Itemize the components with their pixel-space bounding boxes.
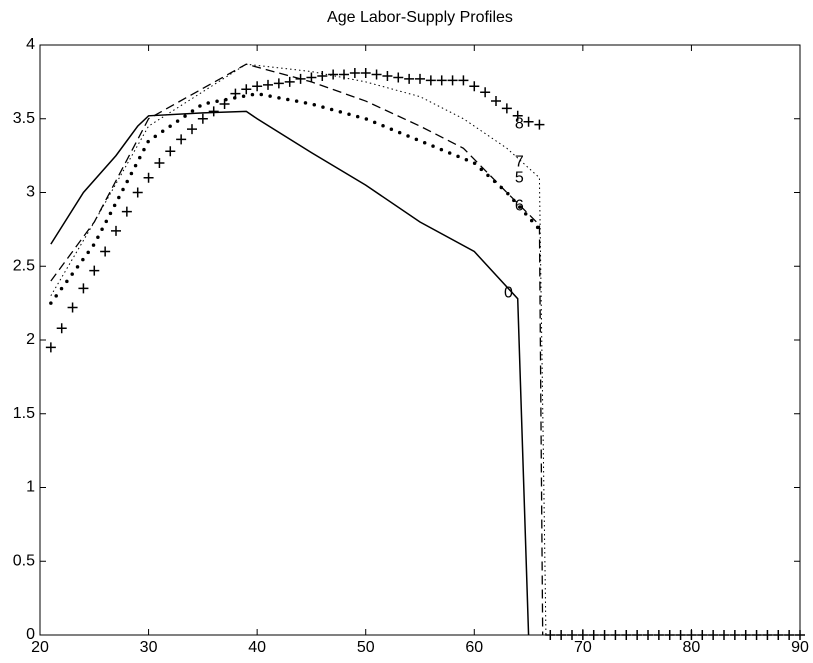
plus-marker bbox=[176, 134, 187, 145]
plus-marker bbox=[197, 113, 208, 124]
plus-marker bbox=[697, 630, 708, 640]
y-tick-label: 1 bbox=[26, 479, 35, 496]
plus-marker bbox=[208, 106, 219, 117]
plus-marker bbox=[751, 630, 762, 640]
plus-marker bbox=[686, 630, 697, 640]
series-label: 8 bbox=[515, 116, 524, 133]
plus-marker bbox=[795, 630, 805, 640]
plus-marker bbox=[317, 70, 328, 81]
plus-marker bbox=[501, 103, 512, 114]
y-tick-label: 3 bbox=[26, 184, 35, 201]
plus-marker bbox=[89, 265, 100, 276]
plus-marker bbox=[415, 73, 425, 84]
plus-marker bbox=[719, 630, 729, 640]
plus-marker bbox=[784, 630, 795, 640]
plus-marker bbox=[773, 630, 784, 640]
plus-marker bbox=[339, 69, 349, 80]
plus-marker bbox=[45, 342, 56, 353]
chart-title: Age Labor-Supply Profiles bbox=[327, 9, 513, 26]
plus-marker bbox=[284, 76, 295, 87]
plus-marker bbox=[512, 110, 523, 121]
plus-marker bbox=[545, 630, 556, 640]
plus-marker bbox=[447, 75, 458, 86]
series-line bbox=[50, 63, 547, 636]
x-tick-label: 30 bbox=[140, 639, 158, 656]
plus-marker bbox=[729, 630, 740, 640]
plus-marker bbox=[556, 630, 567, 640]
plus-marker bbox=[675, 630, 686, 640]
plus-marker bbox=[653, 630, 664, 640]
plus-marker bbox=[306, 72, 317, 83]
plus-marker bbox=[56, 323, 67, 334]
plus-marker bbox=[632, 630, 643, 640]
plus-marker bbox=[252, 81, 263, 92]
plus-marker bbox=[425, 75, 436, 86]
y-tick-label: 2 bbox=[26, 331, 35, 348]
y-tick-label: 0 bbox=[26, 626, 35, 643]
plus-marker bbox=[436, 75, 447, 86]
plus-marker bbox=[404, 73, 415, 84]
plus-marker bbox=[230, 88, 241, 99]
series-label: 7 bbox=[515, 153, 524, 170]
plus-marker bbox=[458, 75, 469, 86]
x-tick-label: 50 bbox=[357, 639, 375, 656]
plus-marker bbox=[295, 73, 306, 84]
plus-marker bbox=[740, 630, 751, 640]
plus-marker bbox=[480, 87, 491, 98]
plus-marker bbox=[100, 246, 111, 257]
x-tick-label: 60 bbox=[465, 639, 483, 656]
y-tick-label: 2.5 bbox=[13, 257, 35, 274]
plot-frame bbox=[39, 44, 801, 636]
plus-marker bbox=[469, 81, 480, 92]
plus-marker bbox=[328, 69, 339, 80]
plus-marker bbox=[664, 630, 675, 640]
plus-marker bbox=[121, 206, 132, 217]
y-tick-label: 1.5 bbox=[13, 405, 35, 422]
plus-marker bbox=[708, 630, 719, 640]
plus-marker bbox=[154, 158, 165, 168]
series-label: 0 bbox=[504, 284, 513, 301]
x-tick-label: 20 bbox=[31, 639, 49, 656]
plus-marker bbox=[599, 630, 610, 640]
plus-marker bbox=[360, 68, 371, 79]
plus-marker bbox=[382, 70, 393, 81]
plus-marker bbox=[219, 99, 230, 109]
y-tick-label: 3.5 bbox=[13, 110, 35, 127]
plus-marker bbox=[187, 124, 197, 135]
plus-marker bbox=[491, 96, 501, 107]
series-label: 5 bbox=[515, 170, 524, 187]
plus-marker bbox=[78, 283, 89, 294]
plus-marker bbox=[132, 187, 143, 198]
series-line bbox=[50, 63, 544, 636]
plus-marker bbox=[165, 146, 176, 157]
plus-marker bbox=[577, 630, 588, 640]
plus-marker bbox=[67, 302, 78, 313]
plus-marker bbox=[241, 84, 252, 95]
plus-marker bbox=[393, 72, 404, 83]
x-tick-label: 80 bbox=[683, 639, 701, 656]
plus-marker bbox=[143, 172, 154, 183]
plus-marker bbox=[534, 119, 545, 130]
plus-marker bbox=[273, 78, 284, 89]
plus-marker bbox=[371, 69, 382, 80]
plus-marker bbox=[111, 225, 121, 236]
x-tick-label: 90 bbox=[791, 639, 809, 656]
y-tick-label: 0.5 bbox=[13, 552, 35, 569]
plus-marker bbox=[762, 630, 773, 640]
plus-marker bbox=[523, 116, 534, 127]
plus-marker bbox=[643, 630, 653, 640]
series-label: 6 bbox=[515, 198, 524, 215]
plus-marker bbox=[349, 68, 360, 79]
plus-marker bbox=[588, 630, 599, 640]
x-tick-label: 40 bbox=[248, 639, 266, 656]
x-tick-label: 70 bbox=[574, 639, 592, 656]
series-line bbox=[49, 91, 542, 305]
plus-marker bbox=[621, 630, 632, 640]
plus-marker bbox=[610, 630, 621, 640]
plus-marker bbox=[263, 79, 273, 90]
plus-marker bbox=[567, 630, 577, 640]
series-line bbox=[50, 110, 530, 636]
y-tick-label: 4 bbox=[26, 36, 35, 53]
